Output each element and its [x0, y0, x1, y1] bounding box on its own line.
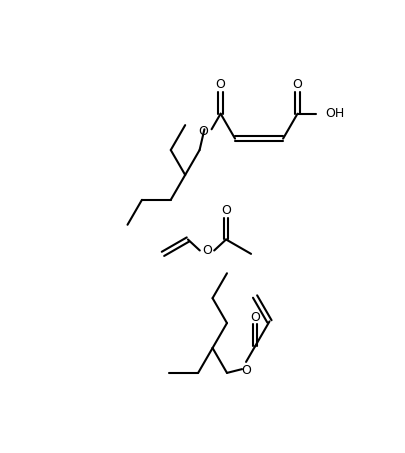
Text: O: O [221, 204, 230, 217]
Text: O: O [249, 311, 259, 324]
Text: OH: OH [325, 107, 344, 120]
Text: O: O [197, 125, 207, 138]
Text: O: O [202, 244, 211, 257]
Text: O: O [241, 364, 250, 377]
Text: O: O [292, 78, 302, 91]
Text: O: O [215, 78, 225, 91]
